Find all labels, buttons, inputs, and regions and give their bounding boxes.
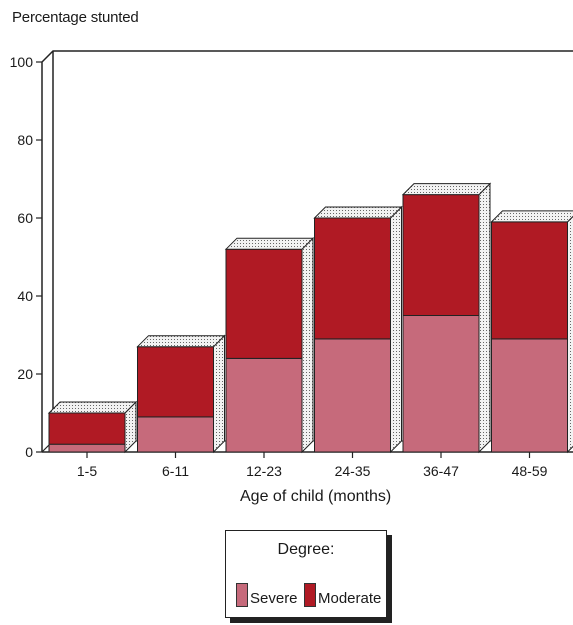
x-tick-label-12-23: 12-23 bbox=[246, 463, 282, 479]
x-tick-label-6-11: 6-11 bbox=[162, 463, 189, 479]
bar-severe-12-23 bbox=[225, 357, 303, 453]
y-tick-label: 0 bbox=[25, 444, 33, 460]
bar-top-1-5 bbox=[47, 401, 138, 414]
bar-severe-48-59 bbox=[491, 338, 568, 453]
bar-severe-36-47 bbox=[402, 315, 480, 453]
legend-label-moderate: Moderate bbox=[318, 590, 382, 607]
y-axis-title: Percentage stunted bbox=[12, 9, 139, 26]
y-tick-label: 40 bbox=[17, 288, 33, 304]
y-tick-label: 100 bbox=[10, 54, 34, 70]
bar-side-36-47 bbox=[478, 182, 491, 454]
bar-top-48-59 bbox=[490, 210, 573, 223]
bar-side-12-23 bbox=[301, 236, 314, 454]
y-tick-label: 80 bbox=[17, 132, 33, 148]
bar-side-6-11 bbox=[213, 334, 225, 454]
legend-item-severe: Severe bbox=[236, 583, 298, 607]
bar-moderate-48-59 bbox=[491, 221, 568, 340]
back-wall-frame bbox=[41, 50, 573, 452]
x-axis-title: Age of child (months) bbox=[240, 488, 392, 505]
x-tick-label-1-5: 1-5 bbox=[77, 463, 97, 479]
bar-moderate-36-47 bbox=[402, 194, 480, 317]
legend-title: Degree: bbox=[277, 541, 335, 558]
bar-top-6-11 bbox=[136, 335, 226, 348]
bar-moderate-24-35 bbox=[314, 217, 391, 340]
bar-side-24-35 bbox=[390, 205, 402, 454]
y-tick-label: 20 bbox=[17, 366, 33, 382]
x-tick-label-24-35: 24-35 bbox=[335, 463, 371, 479]
x-tick-label-48-59: 48-59 bbox=[512, 463, 548, 479]
y-tick-label: 60 bbox=[17, 210, 33, 226]
bar-severe-1-5 bbox=[48, 443, 126, 453]
bar-top-24-35 bbox=[313, 206, 403, 219]
bar-top-36-47 bbox=[401, 183, 492, 196]
bar-moderate-6-11 bbox=[137, 346, 214, 418]
legend-item-moderate: Moderate bbox=[304, 583, 381, 607]
bar-side-48-59 bbox=[567, 215, 573, 454]
x-tick-label-36-47: 36-47 bbox=[423, 463, 459, 479]
legend: Degree: Severe Moderate bbox=[225, 530, 387, 618]
bar-moderate-12-23 bbox=[225, 248, 303, 359]
bar-moderate-1-5 bbox=[48, 412, 126, 445]
bar-severe-24-35 bbox=[314, 338, 391, 453]
legend-swatch-moderate bbox=[304, 583, 316, 607]
bar-top-12-23 bbox=[224, 237, 315, 250]
legend-swatch-severe bbox=[236, 583, 248, 607]
legend-label-severe: Severe bbox=[250, 590, 298, 607]
bar-severe-6-11 bbox=[137, 416, 214, 453]
